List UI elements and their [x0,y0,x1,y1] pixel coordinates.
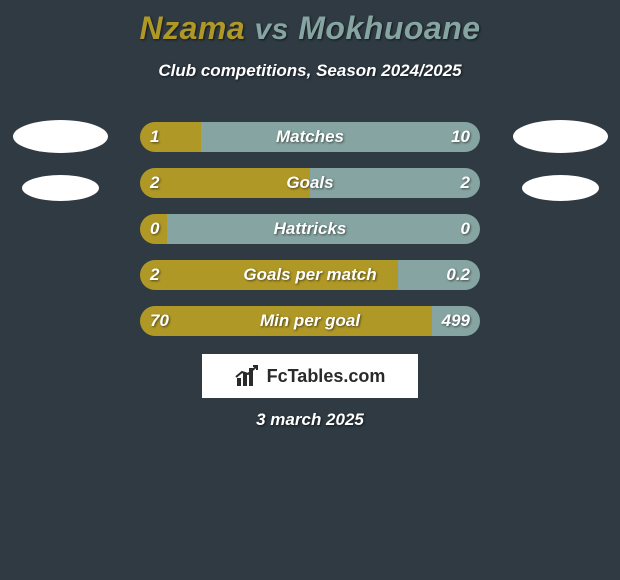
stat-row: 70499Min per goal [140,306,480,336]
club-placeholder-icon [522,175,599,201]
avatar-right [500,118,620,201]
bar-segment-left [140,168,310,198]
bar-track [140,306,480,336]
bar-segment-right [201,122,480,152]
stat-row: 00Hattricks [140,214,480,244]
stat-row: 20.2Goals per match [140,260,480,290]
logo-box: FcTables.com [202,354,418,398]
bar-track [140,122,480,152]
bar-segment-left [140,122,201,152]
bar-segment-left [140,306,432,336]
stat-row: 110Matches [140,122,480,152]
avatar-placeholder-icon [513,120,608,153]
bar-track [140,214,480,244]
title-vs: vs [255,13,289,46]
bar-track [140,168,480,198]
bar-track [140,260,480,290]
bar-segment-right [310,168,480,198]
avatar-placeholder-icon [13,120,108,153]
title-player2: Mokhuoane [298,10,480,46]
comparison-bars: 110Matches 22Goals 00Hattricks 20.2Goals pe… [140,122,480,352]
page-title: Nzama vs Mokhuoane [0,0,620,47]
stat-row: 22Goals [140,168,480,198]
bar-segment-right [167,214,480,244]
bar-segment-right [398,260,480,290]
logo-text: FcTables.com [267,366,386,387]
bar-segment-left [140,260,398,290]
avatar-left [0,118,120,201]
bar-segment-left [140,214,167,244]
subtitle: Club competitions, Season 2024/2025 [0,61,620,81]
bar-segment-right [432,306,480,336]
date-label: 3 march 2025 [0,410,620,430]
bar-chart-icon [235,364,261,388]
comparison-infographic: Nzama vs Mokhuoane Club competitions, Se… [0,0,620,580]
title-player1: Nzama [139,10,245,46]
club-placeholder-icon [22,175,99,201]
